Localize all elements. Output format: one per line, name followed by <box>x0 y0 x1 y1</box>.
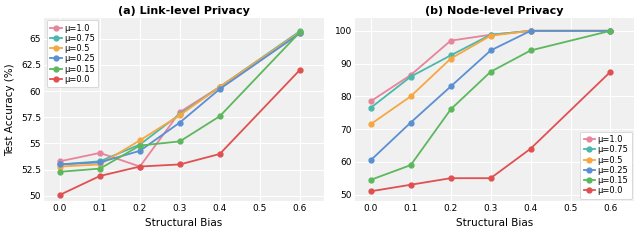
μ=1.0 <box>407 74 415 77</box>
μ=1.0 <box>367 100 374 103</box>
μ=0.0 <box>216 153 223 155</box>
μ=0.75 <box>296 30 303 33</box>
μ=0.15 <box>407 164 415 167</box>
μ=1.0 <box>447 39 454 42</box>
μ=0.0 <box>367 190 374 193</box>
μ=0.15 <box>367 178 374 181</box>
Line: μ=0.0: μ=0.0 <box>58 68 302 197</box>
μ=0.75 <box>447 54 454 57</box>
μ=0.5 <box>96 163 104 166</box>
μ=0.15 <box>296 31 303 34</box>
μ=0.5 <box>56 165 64 168</box>
μ=0.25 <box>296 32 303 35</box>
μ=0.25 <box>407 121 415 124</box>
μ=0.0 <box>447 177 454 179</box>
Line: μ=1.0: μ=1.0 <box>58 31 302 169</box>
X-axis label: Structural Bias: Structural Bias <box>456 219 533 228</box>
μ=0.25 <box>56 163 64 166</box>
Line: μ=0.15: μ=0.15 <box>58 30 302 174</box>
μ=0.25 <box>96 161 104 164</box>
Line: μ=0.0: μ=0.0 <box>369 69 613 194</box>
μ=0.75 <box>407 75 415 78</box>
μ=0.25 <box>607 29 614 32</box>
Legend: μ=1.0, μ=0.75, μ=0.5, μ=0.25, μ=0.15, μ=0.0: μ=1.0, μ=0.75, μ=0.5, μ=0.25, μ=0.15, μ=… <box>580 132 632 199</box>
μ=0.25 <box>367 159 374 162</box>
μ=0.0 <box>96 175 104 177</box>
Y-axis label: Test Accuracy (%): Test Accuracy (%) <box>6 63 15 156</box>
μ=0.0 <box>527 147 534 150</box>
μ=0.25 <box>527 29 534 32</box>
μ=0.75 <box>487 33 495 36</box>
μ=0.25 <box>447 85 454 88</box>
Title: (b) Node-level Privacy: (b) Node-level Privacy <box>426 6 564 15</box>
μ=0.0 <box>136 165 144 168</box>
μ=0.15 <box>136 144 144 147</box>
μ=0.75 <box>136 143 144 146</box>
μ=0.15 <box>487 70 495 73</box>
μ=0.0 <box>176 163 184 166</box>
Line: μ=0.15: μ=0.15 <box>369 28 613 182</box>
μ=1.0 <box>136 165 144 168</box>
μ=0.75 <box>56 163 64 166</box>
μ=0.25 <box>216 88 223 90</box>
μ=0.0 <box>296 69 303 72</box>
μ=0.5 <box>216 85 223 88</box>
μ=0.75 <box>527 29 534 32</box>
μ=0.75 <box>607 29 614 32</box>
μ=0.75 <box>96 160 104 163</box>
μ=0.5 <box>447 57 454 60</box>
μ=1.0 <box>296 32 303 35</box>
μ=0.25 <box>136 149 144 152</box>
μ=0.15 <box>96 167 104 170</box>
μ=0.75 <box>367 106 374 109</box>
Title: (a) Link-level Privacy: (a) Link-level Privacy <box>118 6 250 15</box>
μ=0.15 <box>447 108 454 111</box>
μ=0.5 <box>296 31 303 34</box>
μ=1.0 <box>56 160 64 163</box>
μ=0.15 <box>56 170 64 173</box>
μ=1.0 <box>216 85 223 88</box>
Line: μ=1.0: μ=1.0 <box>369 28 613 104</box>
μ=0.15 <box>607 29 614 32</box>
μ=1.0 <box>487 33 495 36</box>
μ=0.75 <box>176 113 184 116</box>
μ=0.5 <box>136 139 144 142</box>
μ=1.0 <box>607 29 614 32</box>
μ=0.25 <box>487 49 495 52</box>
Line: μ=0.25: μ=0.25 <box>369 28 613 163</box>
μ=0.15 <box>216 115 223 118</box>
Line: μ=0.5: μ=0.5 <box>58 30 302 169</box>
μ=0.0 <box>487 177 495 179</box>
μ=0.5 <box>607 29 614 32</box>
μ=0.0 <box>407 183 415 186</box>
μ=0.0 <box>56 194 64 196</box>
μ=0.75 <box>216 85 223 88</box>
μ=1.0 <box>527 29 534 32</box>
μ=0.15 <box>176 140 184 143</box>
μ=0.0 <box>607 70 614 73</box>
X-axis label: Structural Bias: Structural Bias <box>145 219 223 228</box>
Line: μ=0.75: μ=0.75 <box>369 28 613 110</box>
Line: μ=0.5: μ=0.5 <box>369 28 613 127</box>
μ=0.5 <box>367 123 374 126</box>
μ=0.15 <box>527 49 534 52</box>
Line: μ=0.25: μ=0.25 <box>58 31 302 167</box>
μ=0.5 <box>527 29 534 32</box>
Line: μ=0.75: μ=0.75 <box>58 29 302 167</box>
μ=0.25 <box>176 121 184 124</box>
μ=1.0 <box>96 151 104 154</box>
μ=0.5 <box>487 34 495 37</box>
μ=1.0 <box>176 111 184 113</box>
μ=0.5 <box>407 95 415 98</box>
Legend: μ=1.0, μ=0.75, μ=0.5, μ=0.25, μ=0.15, μ=0.0: μ=1.0, μ=0.75, μ=0.5, μ=0.25, μ=0.15, μ=… <box>47 20 98 87</box>
μ=0.5 <box>176 114 184 117</box>
